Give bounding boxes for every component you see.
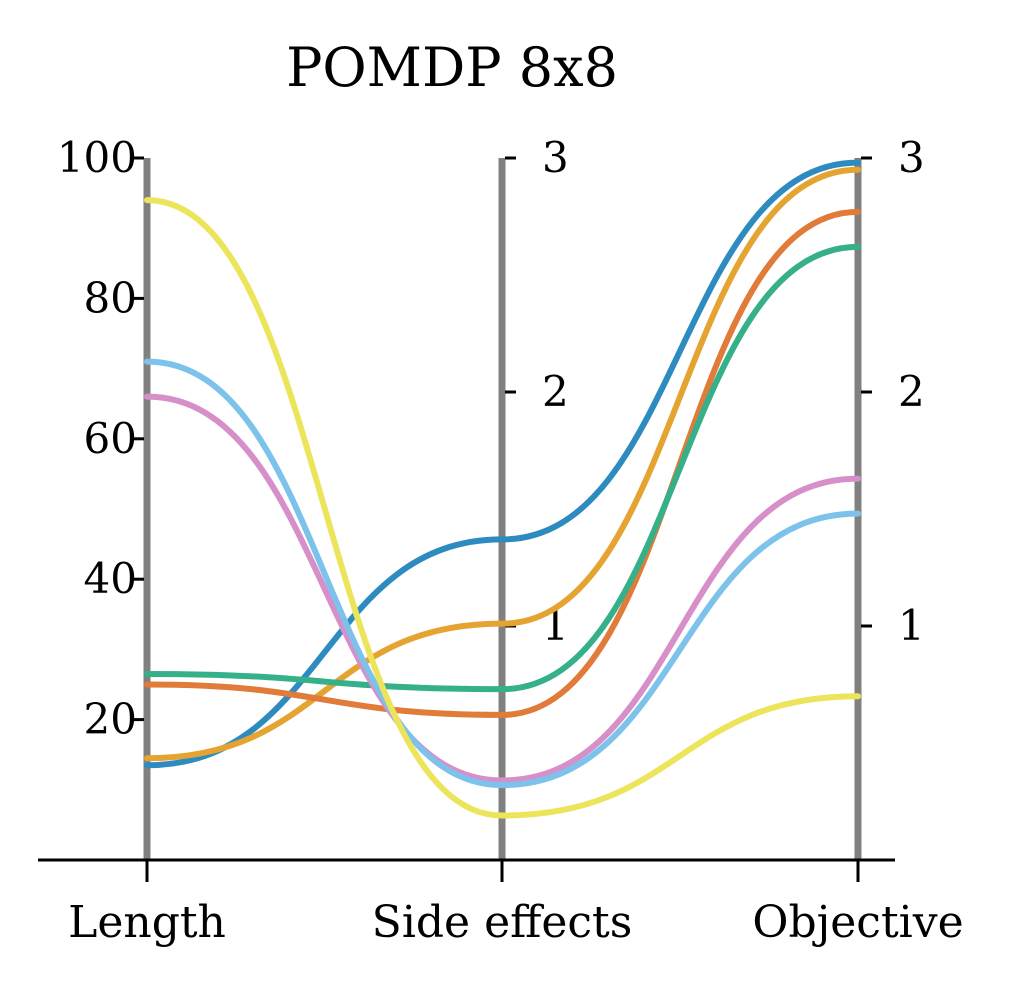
series-line-green — [144, 243, 861, 693]
tick-label-side-effects-3: 3 — [542, 133, 569, 182]
tick-label-length-20: 20 — [84, 695, 137, 744]
series-line-gold — [144, 166, 861, 762]
tick-label-length-80: 80 — [84, 273, 137, 322]
tick-label-length-60: 60 — [84, 414, 137, 463]
tick-label-objective-1: 1 — [898, 601, 925, 650]
tick-label-objective-3: 3 — [898, 133, 925, 182]
tick-label-length-100: 100 — [57, 133, 137, 182]
axis-label-objective: Objective — [752, 897, 963, 948]
series-line-sky — [144, 358, 861, 789]
series-line-blue — [144, 159, 861, 769]
chart-title: POMDP 8x8 — [286, 36, 618, 99]
tick-label-side-effects-2: 2 — [542, 367, 569, 416]
axis-label-side-effects: Side effects — [372, 897, 633, 948]
tick-label-length-40: 40 — [84, 554, 137, 603]
tick-label-objective-2: 2 — [898, 367, 925, 416]
series-line-pink — [144, 393, 861, 784]
axis-label-length: Length — [68, 897, 226, 948]
series-line-yellow — [144, 197, 861, 819]
series-line-vermillion — [144, 208, 861, 718]
